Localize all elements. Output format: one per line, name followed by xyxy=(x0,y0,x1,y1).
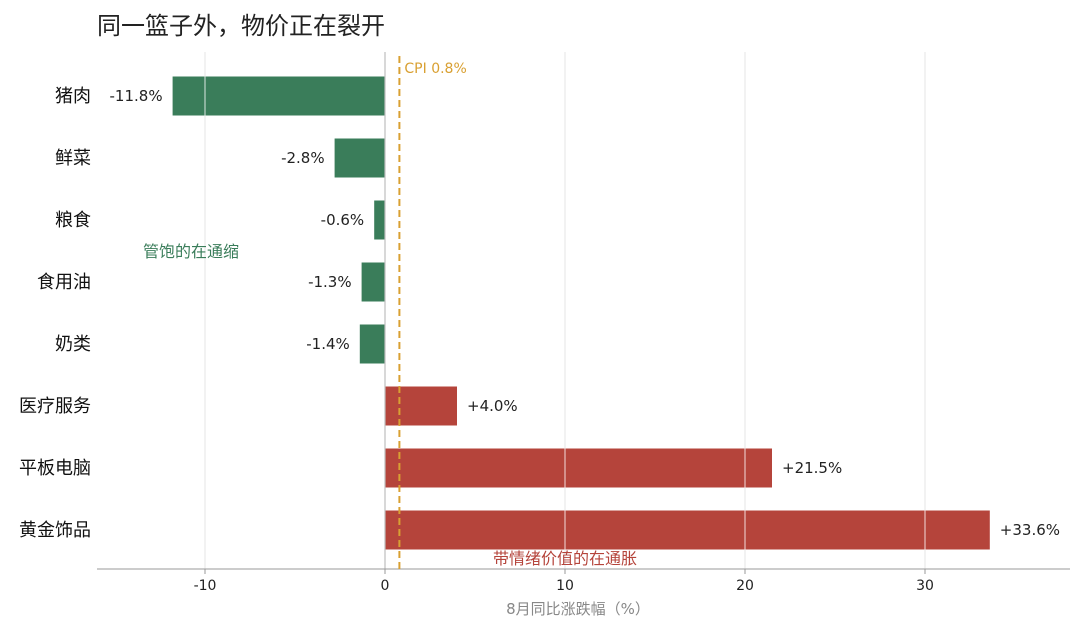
x-tick-label: 20 xyxy=(736,578,754,594)
chart-title: 同一篮子外，物价正在裂开 xyxy=(97,12,385,40)
x-tick-label: 10 xyxy=(556,578,574,594)
labels: -10 0 10 20 30 CPI 0.8% 猪肉鲜菜粮食食用油奶类医疗服务平板电脑黄金饰… xyxy=(19,61,1060,594)
bar xyxy=(359,324,385,364)
category-label: 猪肉 xyxy=(55,86,91,107)
x-tick-label: -10 xyxy=(194,578,217,594)
bar xyxy=(385,448,772,488)
value-label: +33.6% xyxy=(1000,521,1060,539)
value-label: -0.6% xyxy=(321,211,365,229)
bar xyxy=(374,200,385,240)
value-label: +21.5% xyxy=(782,459,842,477)
category-label: 食用油 xyxy=(37,272,91,293)
value-label: -1.4% xyxy=(306,335,350,353)
category-label: 医疗服务 xyxy=(19,396,91,417)
bars xyxy=(172,76,990,550)
bar xyxy=(385,386,457,426)
x-tick-label: 0 xyxy=(381,578,390,594)
category-label: 鲜菜 xyxy=(55,148,91,169)
bar xyxy=(172,76,385,116)
x-axis-label: 8月同比涨跌幅（%） xyxy=(506,600,650,618)
value-label: -2.8% xyxy=(281,149,325,167)
category-label: 黄金饰品 xyxy=(19,520,91,541)
x-tick-label: 30 xyxy=(916,578,934,594)
annotation-inflation: 带情绪价值的在通胀 xyxy=(493,549,637,568)
value-label: -11.8% xyxy=(110,87,163,105)
category-label: 平板电脑 xyxy=(19,458,91,479)
bar xyxy=(361,262,385,302)
value-label: +4.0% xyxy=(467,397,518,415)
value-label: -1.3% xyxy=(308,273,352,291)
category-label: 粮食 xyxy=(55,210,91,231)
axes xyxy=(97,52,1070,574)
cpi-reference-label: CPI 0.8% xyxy=(404,61,466,77)
bar xyxy=(385,510,990,550)
annotation-deflation: 管饱的在通缩 xyxy=(143,242,239,261)
grid-lines xyxy=(204,52,926,569)
category-label: 奶类 xyxy=(55,334,91,355)
bar xyxy=(334,138,385,178)
